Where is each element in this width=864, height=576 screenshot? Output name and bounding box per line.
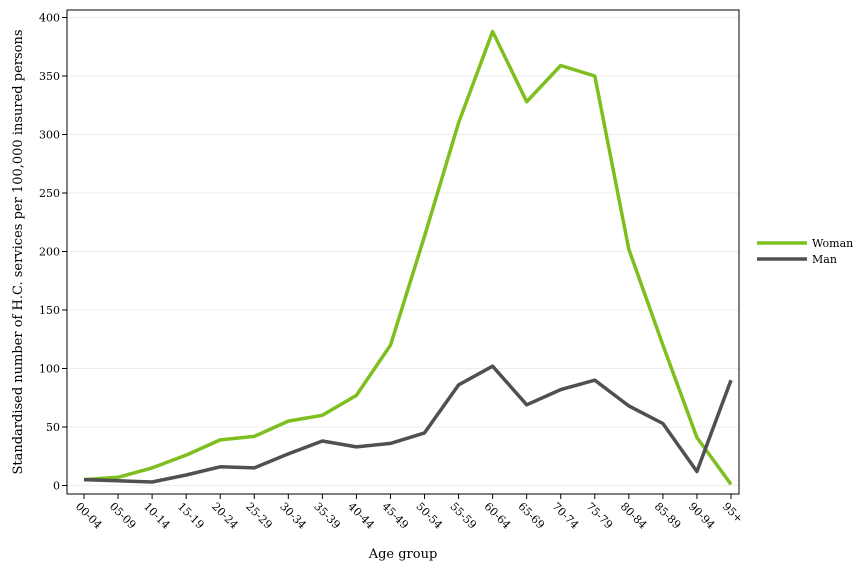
y-axis-title: Standardised number of H.C. services per… bbox=[11, 29, 26, 474]
y-tick-label: 300 bbox=[39, 129, 60, 142]
y-tick-label: 200 bbox=[39, 246, 60, 259]
legend-label-woman: Woman bbox=[812, 237, 853, 250]
series-line-woman bbox=[83, 29, 733, 486]
y-tick-label: 250 bbox=[39, 187, 60, 200]
x-axis-title: Age group bbox=[368, 547, 438, 562]
series-line-man bbox=[83, 364, 733, 484]
y-tick-label: 350 bbox=[39, 70, 60, 83]
y-tick-label: 150 bbox=[39, 304, 60, 317]
legend: Woman Man bbox=[757, 237, 853, 266]
legend-label-man: Man bbox=[812, 253, 837, 266]
y-tick-label: 100 bbox=[39, 363, 60, 376]
y-tick-label: 0 bbox=[53, 480, 60, 493]
y-tick-label: 400 bbox=[39, 12, 60, 25]
series-lines bbox=[83, 29, 733, 486]
y-axis: 0 50 100 150 200 250 300 350 400 bbox=[39, 12, 67, 493]
y-tick-label: 50 bbox=[46, 421, 60, 434]
gridlines bbox=[67, 17, 739, 486]
